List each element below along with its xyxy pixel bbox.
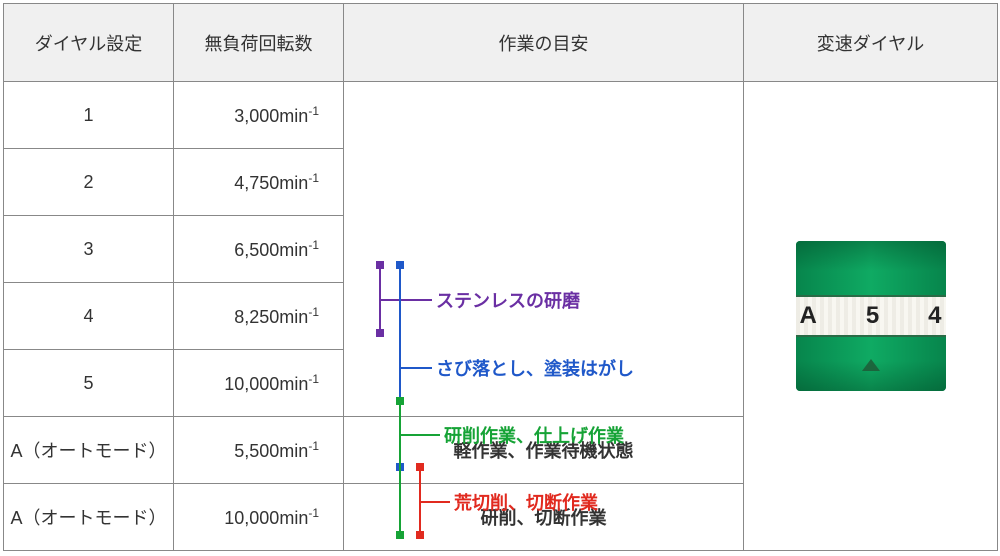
range-endpoint-icon (396, 397, 404, 405)
cell-speed: 5,500min-1 (174, 417, 344, 484)
cell-speed: 3,000min-1 (174, 82, 344, 149)
cell-speed: 10,000min-1 (174, 484, 344, 551)
cell-dial: 5 (4, 350, 174, 417)
range-endpoint-icon (376, 329, 384, 337)
cell-speed: 10,000min-1 (174, 350, 344, 417)
cell-guide-diagram: ステンレスの研磨さび落とし、塗装はがし研削作業、仕上げ作業荒切削、切断作業 (344, 82, 744, 417)
spec-table: ダイヤル設定 無負荷回転数 作業の目安 変速ダイヤル 1 3,000min-1 … (3, 3, 998, 551)
dial-pointer-icon (862, 359, 880, 371)
cell-dial: A（オートモード） (4, 417, 174, 484)
range-label: ステンレスの研磨 (436, 287, 580, 313)
page-root: ダイヤル設定 無負荷回転数 作業の目安 変速ダイヤル 1 3,000min-1 … (0, 3, 1000, 556)
dial-wheel: A 5 4 (796, 295, 946, 337)
dial-num-left: A (800, 302, 817, 330)
dial-numbers: A 5 4 (796, 297, 946, 335)
speed-exp: -1 (308, 372, 319, 386)
speed-exp: -1 (308, 305, 319, 319)
table-header-row: ダイヤル設定 無負荷回転数 作業の目安 変速ダイヤル (4, 4, 998, 82)
cell-dial: 3 (4, 216, 174, 283)
range-connector (419, 501, 450, 503)
dial-num-right: 4 (928, 302, 941, 330)
range-endpoint-icon (416, 463, 424, 471)
table-row: 1 3,000min-1 ステンレスの研磨さび落とし、塗装はがし研削作業、仕上げ… (4, 82, 998, 149)
speed-value: 3,000min (234, 106, 308, 126)
cell-dial: 1 (4, 82, 174, 149)
dial-num-center: 5 (866, 302, 879, 330)
speed-exp: -1 (308, 171, 319, 185)
col-header-knob: 変速ダイヤル (744, 4, 998, 82)
speed-value: 10,000min (224, 374, 308, 394)
range-endpoint-icon (416, 531, 424, 539)
speed-exp: -1 (308, 506, 319, 520)
cell-dial: 4 (4, 283, 174, 350)
range-endpoint-icon (396, 261, 404, 269)
range-label: 荒切削、切断作業 (454, 489, 598, 515)
speed-exp: -1 (308, 104, 319, 118)
range-connector (399, 367, 432, 369)
range-connector (379, 299, 432, 301)
range-connector (399, 434, 440, 436)
cell-dial: A（オートモード） (4, 484, 174, 551)
speed-exp: -1 (308, 238, 319, 252)
speed-value: 6,500min (234, 240, 308, 260)
speed-value: 8,250min (234, 307, 308, 327)
speed-value: 5,500min (234, 441, 308, 461)
cell-dial: 2 (4, 149, 174, 216)
range-label: 研削作業、仕上げ作業 (444, 422, 624, 448)
range-endpoint-icon (396, 531, 404, 539)
col-header-guide: 作業の目安 (344, 4, 744, 82)
cell-knob-figure: A 5 4 (744, 82, 998, 551)
speed-value: 4,750min (234, 173, 308, 193)
cell-speed: 8,250min-1 (174, 283, 344, 350)
range-label: さび落とし、塗装はがし (436, 355, 634, 381)
cell-speed: 6,500min-1 (174, 216, 344, 283)
speed-value: 10,000min (224, 508, 308, 528)
col-header-dial: ダイヤル設定 (4, 4, 174, 82)
speed-exp: -1 (308, 439, 319, 453)
range-endpoint-icon (376, 261, 384, 269)
cell-speed: 4,750min-1 (174, 149, 344, 216)
dial-figure: A 5 4 (796, 241, 946, 391)
col-header-speed: 無負荷回転数 (174, 4, 344, 82)
range-line (399, 401, 401, 535)
